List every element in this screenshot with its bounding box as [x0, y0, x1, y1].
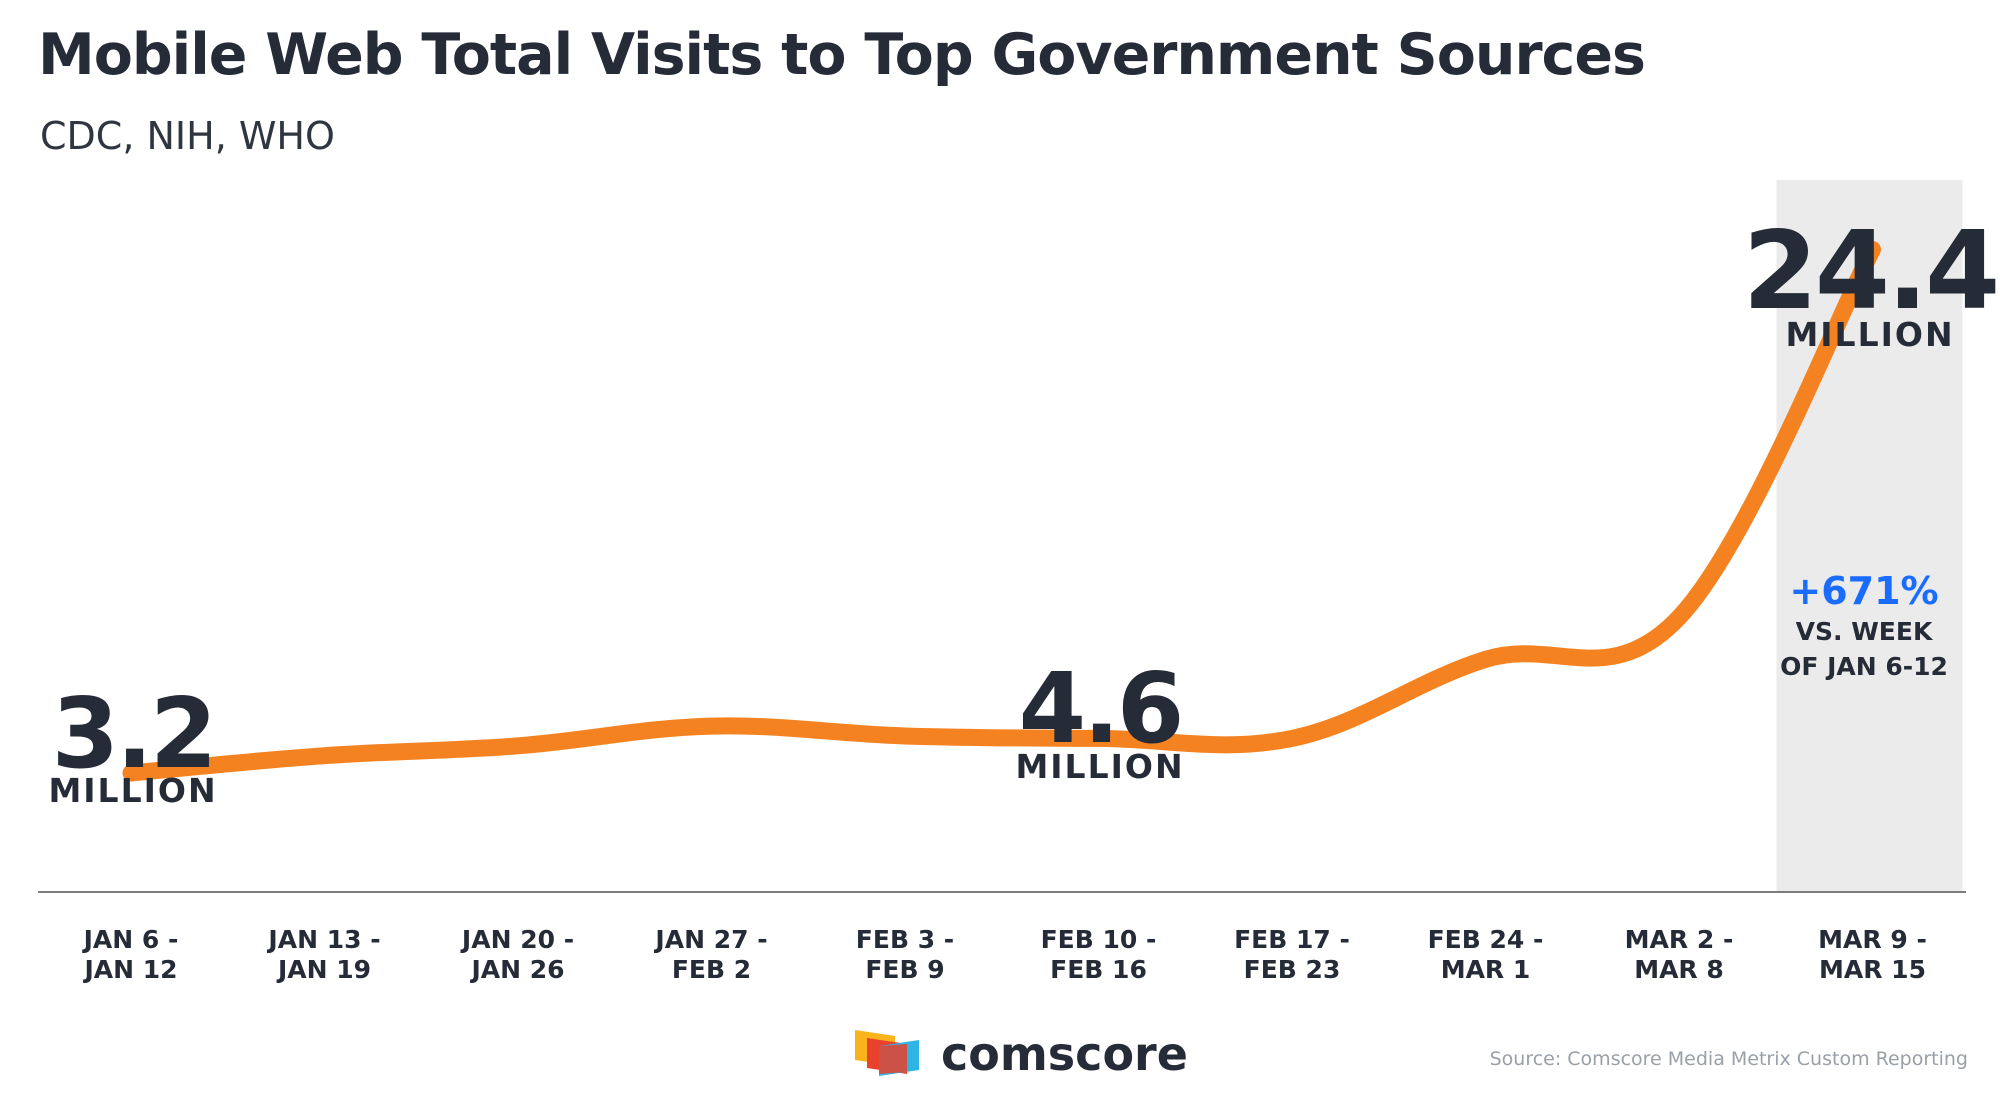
chart-title: Mobile Web Total Visits to Top Governmen…: [38, 22, 1646, 88]
brand-footer: comscore: [855, 1027, 1188, 1081]
comscore-logo-icon: [855, 1030, 919, 1076]
x-tick-label-8: MAR 2 -MAR 8: [1625, 925, 1734, 984]
unit-label-2: MILLION: [1785, 315, 1954, 354]
highlight-band: [1776, 180, 1963, 892]
x-tick-label-2: JAN 20 -JAN 26: [460, 925, 574, 984]
source-note: Source: Comscore Media Metrix Custom Rep…: [1489, 1048, 1968, 1070]
x-tick-label-1: JAN 13 -JAN 19: [266, 925, 380, 984]
change-note-line-2: OF JAN 6-12: [1780, 652, 1948, 681]
change-note-line-1: VS. WEEK: [1796, 617, 1934, 646]
value-label-0: 3.2: [52, 677, 215, 790]
series-line-0: [122, 241, 1881, 782]
unit-label-0: MILLION: [48, 771, 217, 810]
x-tick-label-5: FEB 10 -FEB 16: [1041, 925, 1157, 984]
unit-label-1: MILLION: [1015, 747, 1184, 786]
x-tick-label-9: MAR 9 -MAR 15: [1818, 925, 1927, 984]
change-percent-label: +671%: [1789, 569, 1938, 613]
x-tick-label-6: FEB 17 -FEB 23: [1234, 925, 1350, 984]
x-tick-label-3: JAN 27 -FEB 2: [653, 925, 767, 984]
x-tick-label-4: FEB 3 -FEB 9: [856, 925, 954, 984]
value-label-1: 4.6: [1019, 652, 1182, 765]
value-label-2: 24.4: [1743, 209, 1997, 334]
brand-name: comscore: [941, 1027, 1188, 1081]
x-tick-label-0: JAN 6 -JAN 12: [82, 925, 179, 984]
chart-subtitle: CDC, NIH, WHO: [40, 114, 335, 158]
x-tick-label-7: FEB 24 -MAR 1: [1428, 925, 1544, 984]
